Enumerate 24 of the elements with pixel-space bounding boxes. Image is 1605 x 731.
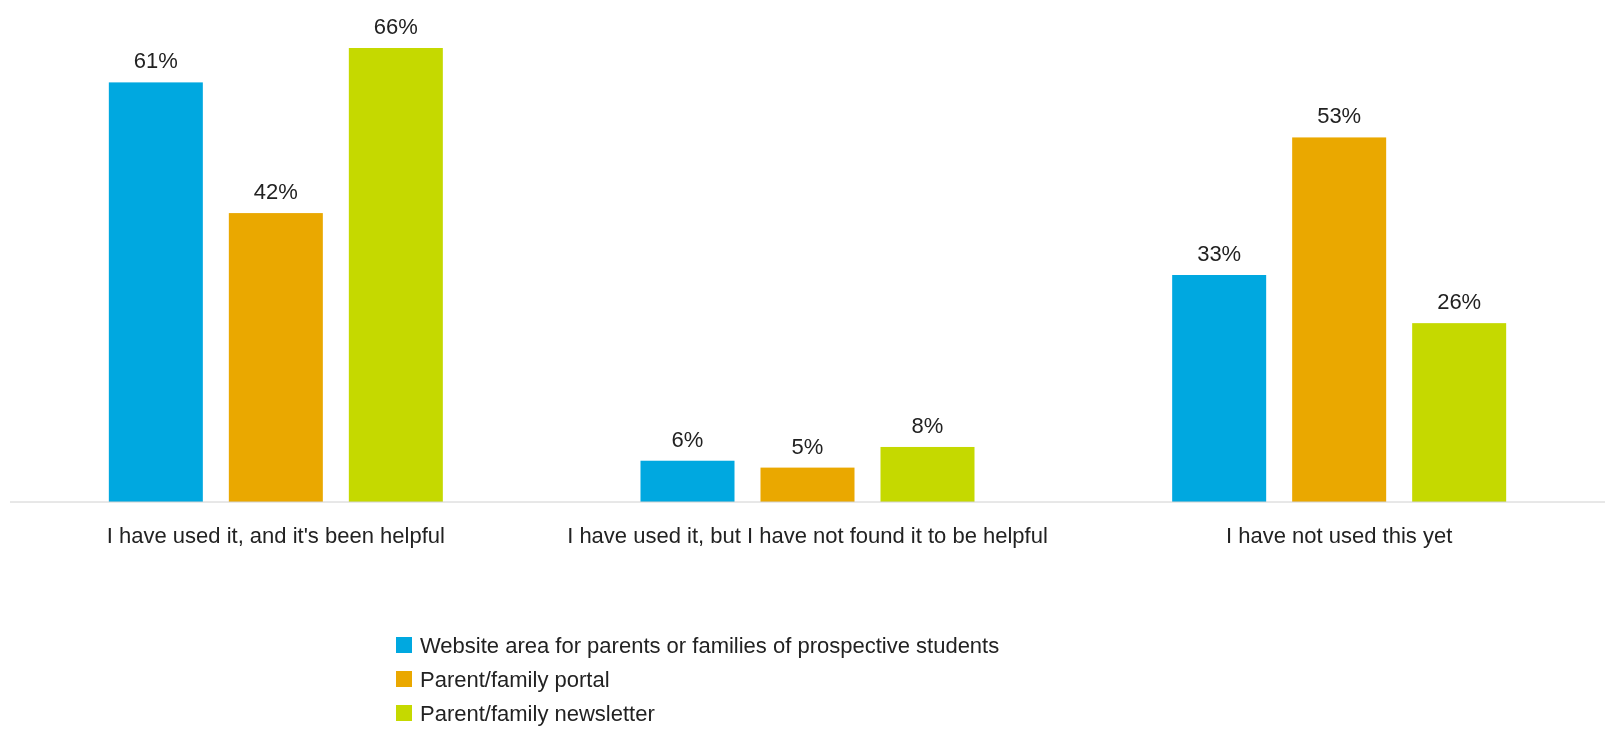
data-label: 8% [911,412,944,438]
x-tick-label: I have not used this yet [1226,523,1453,548]
bar [760,467,855,502]
bar [880,446,975,502]
legend-label: Parent/family newsletter [420,701,655,726]
data-label: 5% [791,433,824,459]
legend-label: Website area for parents or families of prospective students [420,633,1000,658]
bar [1412,323,1507,502]
data-label: 61% [133,48,178,74]
data-label: 33% [1197,241,1242,266]
bar [108,82,203,502]
bar [1172,275,1267,502]
data-label: 26% [1437,289,1482,315]
data-label: 53% [1317,103,1362,129]
data-label: 42% [253,179,298,205]
bar [348,48,443,502]
bar [640,460,735,502]
bar [228,213,323,502]
bar [1292,137,1387,502]
x-tick-label: I have used it, but I have not found it to be helpful [567,523,1048,548]
data-label: 6% [671,426,704,452]
data-label: 66% [373,14,418,39]
legend-label: Parent/family portal [420,667,610,692]
x-tick-label: I have used it, and it's been helpful [106,523,445,548]
